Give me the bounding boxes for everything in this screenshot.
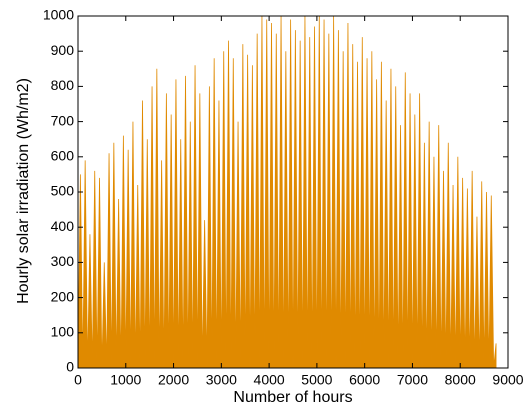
y-tick-label: 600 — [51, 148, 75, 164]
y-tick-label: 100 — [51, 324, 75, 340]
x-tick-label: 0 — [74, 372, 82, 388]
x-tick-label: 7000 — [397, 372, 428, 388]
x-tick-label: 8000 — [445, 372, 476, 388]
y-tick-label: 800 — [51, 77, 75, 93]
x-tick-label: 9000 — [492, 372, 523, 388]
x-tick-label: 2000 — [158, 372, 189, 388]
y-tick-label: 1000 — [43, 7, 74, 23]
y-tick-label: 500 — [51, 183, 75, 199]
x-tick-label: 6000 — [349, 372, 380, 388]
y-axis-label: Hourly solar irradiation (Wh/m2) — [15, 78, 32, 304]
x-axis-label: Number of hours — [233, 389, 352, 406]
y-tick-label: 400 — [51, 218, 75, 234]
x-tick-label: 1000 — [110, 372, 141, 388]
y-tick-label: 200 — [51, 288, 75, 304]
y-tick-label: 700 — [51, 112, 75, 128]
y-tick-label: 0 — [66, 359, 74, 375]
y-tick-label: 900 — [51, 42, 75, 58]
y-tick-label: 300 — [51, 253, 75, 269]
x-tick-label: 3000 — [206, 372, 237, 388]
x-tick-label: 5000 — [301, 372, 332, 388]
x-tick-label: 4000 — [254, 372, 285, 388]
area — [77, 15, 497, 369]
